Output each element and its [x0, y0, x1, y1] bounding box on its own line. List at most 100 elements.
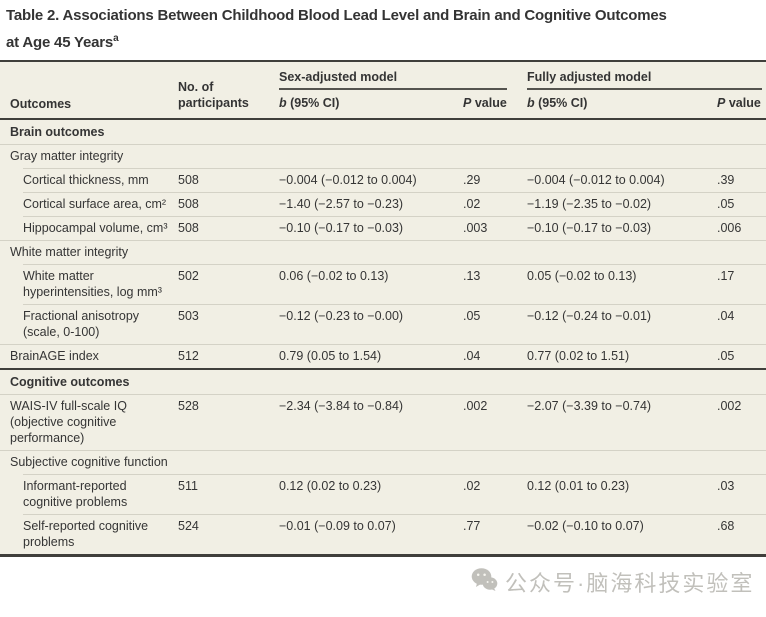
sex-b-cell: −0.10 (−0.17 to −0.03)	[279, 221, 404, 235]
sex-b-cell: −2.34 (−3.84 to −0.84)	[279, 399, 404, 413]
full-b-cell: −0.02 (−0.10 to 0.07)	[527, 519, 644, 533]
full-b-cell: 0.12 (0.01 to 0.23)	[527, 479, 630, 493]
column-header-b1: b (95% CI)	[279, 95, 340, 110]
section-row-brain-outcomes: Brain outcomes	[0, 120, 766, 144]
sex-p-cell: .002	[463, 399, 488, 413]
row-separator	[0, 393, 766, 395]
table-row: WAIS-IV full-scale IQ (objective cogniti…	[0, 393, 766, 450]
full-p-cell: .05	[717, 197, 735, 211]
subsection-row-gray-matter: Gray matter integrity	[0, 143, 766, 168]
table-row: Self-reported cognitive problems 524 −0.…	[0, 513, 766, 554]
row-separator	[0, 143, 766, 145]
watermark: 公众号·脑海科技实验室	[471, 566, 754, 598]
table-row: Informant-reported cognitive problems 51…	[0, 473, 766, 514]
sex-p-cell: .77	[463, 519, 481, 533]
sex-b-cell: 0.06 (−0.02 to 0.13)	[279, 269, 389, 283]
row-separator	[0, 449, 766, 451]
full-p-cell: .04	[717, 309, 735, 323]
full-b-cell: 0.77 (0.02 to 1.51)	[527, 349, 630, 363]
full-b-cell: −0.004 (−0.012 to 0.004)	[527, 173, 665, 187]
group-underline	[279, 88, 507, 90]
subheader-row: b (95% CI) P value	[279, 90, 527, 118]
participants-cell: 511	[178, 479, 198, 493]
row-separator	[23, 167, 766, 169]
column-group-fully-adjusted: Fully adjusted model b (95% CI) P value	[527, 67, 766, 118]
sex-p-cell: .02	[463, 197, 481, 211]
table-row: Cortical thickness, mm 508 −0.004 (−0.01…	[0, 167, 766, 192]
column-group-sex-adjusted: Sex-adjusted model b (95% CI) P value	[279, 67, 527, 118]
sex-p-cell: .13	[463, 269, 481, 283]
header-bottom-rule	[0, 117, 766, 120]
participants-cell: 512	[178, 349, 199, 363]
table-title-line1: Table 2. Associations Between Childhood …	[6, 7, 667, 24]
table-bottom-rule	[0, 553, 766, 557]
sex-b-cell: −1.40 (−2.57 to −0.23)	[279, 197, 404, 211]
outcome-cell: Fractional anisotropy (scale, 0-100)	[23, 309, 140, 339]
full-p-cell: .03	[717, 479, 735, 493]
row-separator	[23, 473, 766, 475]
full-b-cell: −2.07 (−3.39 to −0.74)	[527, 399, 652, 413]
table-row: Fractional anisotropy (scale, 0-100) 503…	[0, 303, 766, 344]
table-title: Table 2. Associations Between Childhood …	[0, 0, 766, 54]
group-label-sex-adjusted: Sex-adjusted model	[279, 70, 398, 84]
row-separator	[23, 513, 766, 515]
sex-p-cell: .29	[463, 173, 481, 187]
wechat-icon	[471, 567, 498, 597]
row-separator	[23, 191, 766, 193]
sex-b-cell: 0.79 (0.05 to 1.54)	[279, 349, 382, 363]
subsection-row-subjective-cognitive: Subjective cognitive function	[0, 449, 766, 474]
row-separator	[23, 303, 766, 305]
full-p-cell: .006	[717, 221, 742, 235]
full-p-cell: .68	[717, 519, 735, 533]
sex-b-cell: 0.12 (0.02 to 0.23)	[279, 479, 382, 493]
full-b-cell: −1.19 (−2.35 to −0.02)	[527, 197, 652, 211]
participants-cell: 502	[178, 269, 199, 283]
row-separator	[23, 263, 766, 265]
outcome-cell: Self-reported cognitive problems	[23, 519, 149, 549]
full-p-cell: .17	[717, 269, 735, 283]
section-label: Cognitive outcomes	[10, 375, 130, 389]
table-title-line2: at Age 45 Yearsa	[6, 33, 119, 51]
full-b-cell: 0.05 (−0.02 to 0.13)	[527, 269, 637, 283]
full-p-cell: .05	[717, 349, 735, 363]
column-header-outcomes: Outcomes	[10, 96, 72, 111]
group-underline	[527, 88, 762, 90]
sex-b-cell: −0.004 (−0.012 to 0.004)	[279, 173, 417, 187]
section-row-cognitive-outcomes: Cognitive outcomes	[0, 367, 766, 394]
table-row: Cortical surface area, cm² 508 −1.40 (−2…	[0, 191, 766, 216]
column-header-p1: P value	[463, 95, 507, 110]
outcome-cell: BrainAGE index	[10, 349, 99, 363]
outcome-cell: Informant-reported cognitive problems	[23, 479, 128, 509]
participants-cell: 524	[178, 519, 199, 533]
sex-p-cell: .003	[463, 221, 488, 235]
column-header-b2: b (95% CI)	[527, 95, 588, 110]
row-separator	[0, 239, 766, 241]
watermark-text: 公众号·脑海科技实验室	[505, 571, 755, 596]
sex-p-cell: .04	[463, 349, 481, 363]
table: Outcomes No. of participants Sex-adjuste…	[0, 62, 766, 557]
participants-cell: 508	[178, 197, 199, 211]
subsection-label: Subjective cognitive function	[10, 455, 168, 469]
subsection-label: Gray matter integrity	[10, 149, 124, 163]
full-b-cell: −0.10 (−0.17 to −0.03)	[527, 221, 652, 235]
full-p-cell: .39	[717, 173, 735, 187]
participants-cell: 528	[178, 399, 199, 413]
outcome-cell: Cortical thickness, mm	[23, 173, 149, 187]
section-label: Brain outcomes	[10, 125, 105, 139]
sex-b-cell: −0.01 (−0.09 to 0.07)	[279, 519, 396, 533]
footnote-marker: a	[113, 33, 119, 44]
participants-cell: 508	[178, 173, 199, 187]
sex-p-cell: .05	[463, 309, 481, 323]
outcome-cell: Cortical surface area, cm²	[23, 197, 167, 211]
table-row: White matter hyperintensities, log mm³ 5…	[0, 263, 766, 304]
table-top-rule	[0, 60, 766, 62]
row-separator	[0, 343, 766, 345]
outcome-cell: White matter hyperintensities, log mm³	[23, 269, 162, 299]
column-header-participants: No. of participants	[178, 79, 249, 110]
subsection-label: White matter integrity	[10, 245, 129, 259]
subsection-row-white-matter: White matter integrity	[0, 239, 766, 264]
table-row: BrainAGE index 512 0.79 (0.05 to 1.54) .…	[0, 343, 766, 368]
column-header-p2: P value	[717, 95, 761, 110]
group-label-fully-adjusted: Fully adjusted model	[527, 70, 652, 84]
